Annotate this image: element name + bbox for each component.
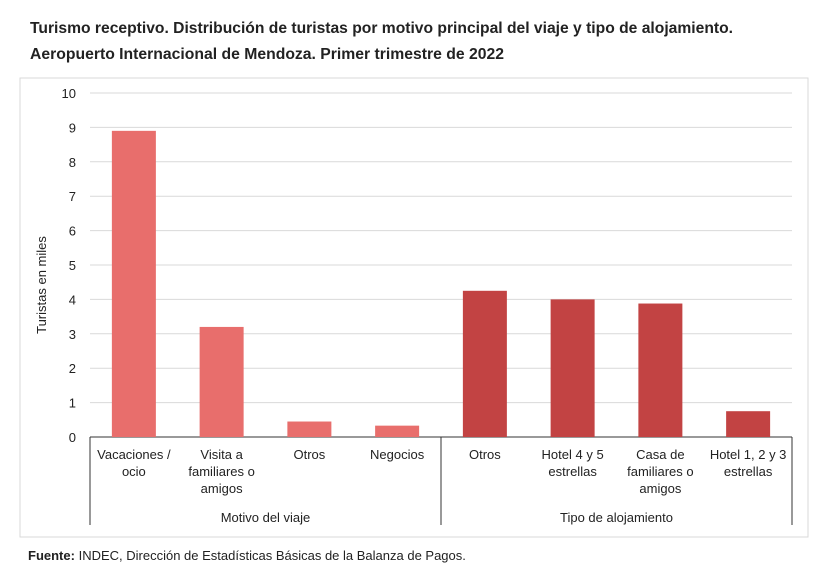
x-tick-label: Hotel 1, 2 y 3 estrellas [709,447,787,479]
y-tick-label: 7 [69,189,76,204]
group-label: Motivo del viaje [220,510,311,525]
x-tick-label: Vacaciones / ocio [97,447,171,479]
bar [462,290,507,437]
y-tick-label: 5 [69,258,76,273]
x-tick-label: Otros [293,447,326,462]
y-tick-label: 0 [69,430,76,445]
group-label: Tipo de alojamiento [560,510,673,525]
bar [111,130,156,437]
x-tick-label: Visita a familiares o amigos [188,447,255,496]
bar [726,411,771,437]
y-tick-label: 10 [62,86,76,101]
y-tick-label: 3 [69,327,76,342]
chart-title: Turismo receptivo. Distribución de turis… [30,20,733,37]
source-note: Fuente: INDEC, Dirección de Estadísticas… [28,548,466,563]
chart-subtitle: Aeropuerto Internacional de Mendoza. Pri… [30,46,504,63]
x-tick-label: Casa de familiares o amigos [627,447,694,496]
y-tick-label: 2 [69,361,76,376]
x-tick-label: Negocios [370,447,425,462]
x-tick-label: Hotel 4 y 5 estrellas [541,447,604,479]
bar [199,326,244,437]
y-tick-label: 1 [69,396,76,411]
source-text: INDEC, Dirección de Estadísticas Básicas… [78,548,466,563]
y-tick-label: 6 [69,224,76,239]
y-tick-label: 8 [69,155,76,170]
x-tick-label: Otros [468,447,501,462]
y-axis-label: Turistas en miles [34,236,49,334]
source-label: Fuente: [28,548,75,563]
y-tick-label: 9 [69,120,76,135]
bar [550,299,595,437]
bar [375,425,420,437]
bar [638,303,683,437]
bar [287,421,332,437]
chart-frame [19,77,809,538]
y-tick-label: 4 [69,292,76,307]
